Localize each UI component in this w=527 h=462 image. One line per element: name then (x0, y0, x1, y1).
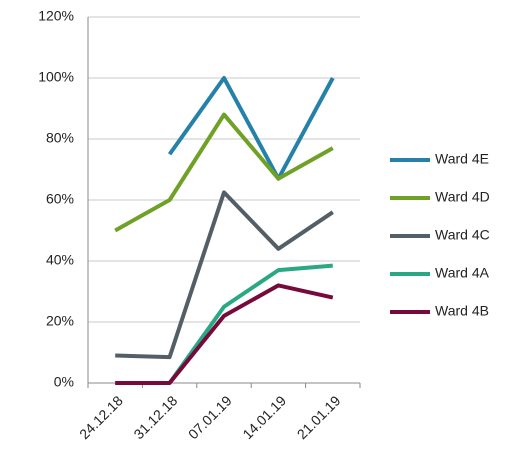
x-tick-label: 24.12.18 (76, 392, 126, 442)
y-tick-label: 100% (38, 69, 74, 85)
series-line (114, 112, 334, 233)
y-tick-label: 20% (46, 313, 74, 329)
legend-label: Ward 4B (435, 303, 489, 319)
y-tick-label: 60% (46, 191, 74, 207)
y-tick-label: 120% (38, 8, 74, 24)
legend-label: Ward 4E (435, 151, 489, 167)
y-tick-label: 0% (54, 374, 74, 390)
legend-label: Ward 4A (435, 265, 490, 281)
x-tick-label: 07.01.19 (185, 392, 235, 442)
legend-label: Ward 4D (435, 189, 490, 205)
y-tick-label: 40% (46, 252, 74, 268)
legend-label: Ward 4C (435, 227, 490, 243)
series-line (115, 190, 334, 360)
x-tick-label: 14.01.19 (239, 392, 289, 442)
x-tick-label: 21.01.19 (294, 392, 344, 442)
series-line (115, 283, 334, 385)
x-tick-label: 31.12.18 (130, 392, 180, 442)
series-line (167, 76, 335, 181)
series-line (115, 263, 333, 385)
y-tick-label: 80% (46, 130, 74, 146)
